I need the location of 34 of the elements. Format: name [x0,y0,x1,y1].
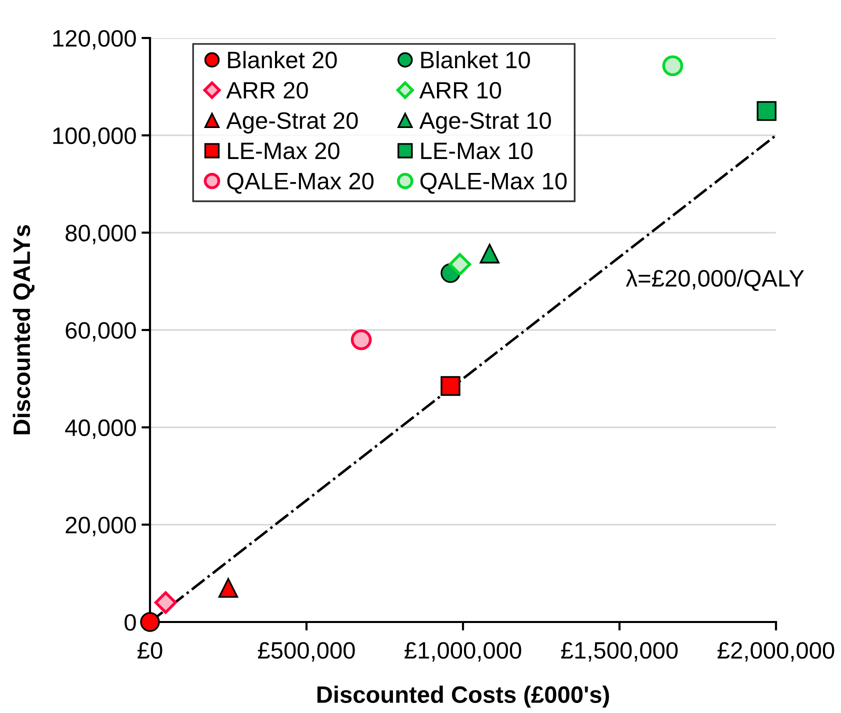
point [440,376,460,396]
y-tick-label: 20,000 [66,516,136,536]
point [140,612,160,632]
point [756,101,776,121]
legend-label: QALE-Max 10 [420,172,567,194]
legend-label: QALE-Max 20 [227,172,374,194]
y-tick-label: 0 [124,614,136,631]
x-tick-label: £500,000 [258,642,355,662]
legend-label: ARR 10 [419,82,502,99]
point [350,329,372,350]
point [218,578,238,598]
legend-label: Age-Strat 10 [419,112,551,134]
y-tick-label: 80,000 [66,224,136,244]
x-axis-title: Discounted Costs (£000's) [317,686,609,708]
y-tick-label: 120,000 [53,30,136,50]
point [662,55,684,76]
point [480,244,500,264]
legend-label: ARR 20 [226,82,308,99]
x-tick-label: £2,000,000 [718,642,834,662]
legend-label: Age-Strat 20 [226,112,358,134]
legend-label: LE-Max 20 [228,142,340,160]
legend-label: Blanket 20 [228,51,337,68]
point [448,253,472,276]
legend-label: Blanket 10 [421,51,530,68]
x-tick-label: £1,000,000 [404,642,522,662]
annotation: λ=£20,000/QALY [626,269,804,291]
y-tick-label: 100,000 [53,127,136,147]
point [154,591,177,614]
y-axis-title: Discounted QALYs [12,225,35,434]
y-tick-label: 40,000 [65,419,136,439]
x-tick-label: £0 [138,642,162,659]
y-tick-label: 60,000 [66,322,136,342]
x-tick-label: £1,500,000 [561,642,678,662]
legend-label: LE-Max 10 [421,142,533,160]
